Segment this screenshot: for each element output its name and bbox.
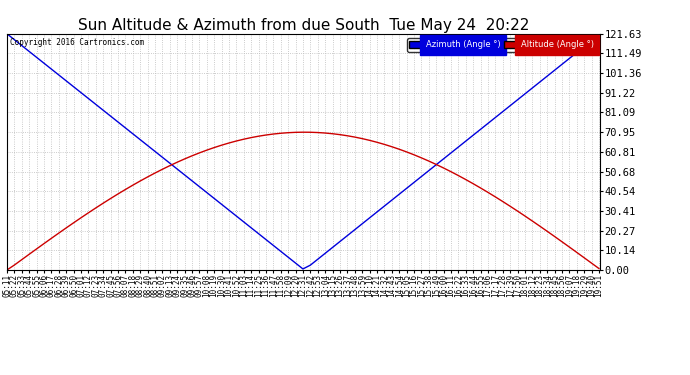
Legend: Azimuth (Angle °), Altitude (Angle °): Azimuth (Angle °), Altitude (Angle °) bbox=[407, 38, 596, 52]
Title: Sun Altitude & Azimuth from due South  Tue May 24  20:22: Sun Altitude & Azimuth from due South Tu… bbox=[78, 18, 529, 33]
Text: Copyright 2016 Cartronics.com: Copyright 2016 Cartronics.com bbox=[10, 39, 144, 48]
